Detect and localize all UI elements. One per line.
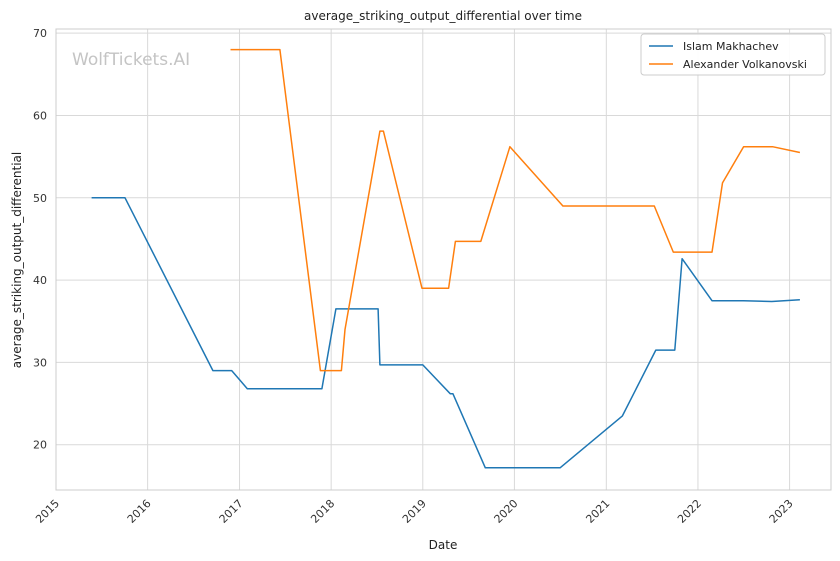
- plot-frame: [55, 28, 832, 491]
- y-tick-label: 30: [33, 356, 47, 369]
- x-tick-label: 2018: [308, 497, 337, 526]
- watermark: WolfTickets.AI: [72, 50, 190, 70]
- x-tick-label: 2020: [492, 497, 521, 526]
- x-tick-labels: 2015 2016 2017 2018 2019 2020 2021 2022 2023: [33, 497, 796, 526]
- legend-label-islam-makhachev: Islam Makhachev: [683, 40, 779, 53]
- x-tick-label: 2016: [125, 497, 154, 526]
- chart-title: average_striking_output_differential ove…: [304, 9, 582, 23]
- x-tick-label: 2015: [33, 497, 62, 526]
- x-tick-label: 2021: [583, 497, 612, 526]
- y-axis-label: average_striking_output_differential: [10, 152, 24, 368]
- series-lines: [91, 48, 801, 469]
- y-tick-labels: 20 30 40 50 60 70: [33, 27, 47, 452]
- y-tick-label: 40: [33, 274, 47, 287]
- y-tick-label: 70: [33, 27, 47, 40]
- series-line-alexander-volkanovski: [230, 48, 801, 372]
- legend-box: [640, 33, 826, 76]
- legend: Islam Makhachev Alexander Volkanovski: [640, 33, 826, 76]
- gridlines: [55, 29, 831, 490]
- legend-label-alexander-volkanovski: Alexander Volkanovski: [683, 58, 807, 71]
- x-tick-label: 2022: [675, 497, 704, 526]
- y-tick-label: 20: [33, 439, 47, 452]
- x-axis-label: Date: [429, 538, 458, 552]
- y-tick-label: 50: [33, 192, 47, 205]
- series-line-islam-makhachev: [91, 197, 800, 469]
- x-tick-label: 2019: [400, 497, 429, 526]
- y-tick-label: 60: [33, 109, 47, 122]
- x-tick-label: 2017: [217, 497, 246, 526]
- x-tick-label: 2023: [767, 497, 796, 526]
